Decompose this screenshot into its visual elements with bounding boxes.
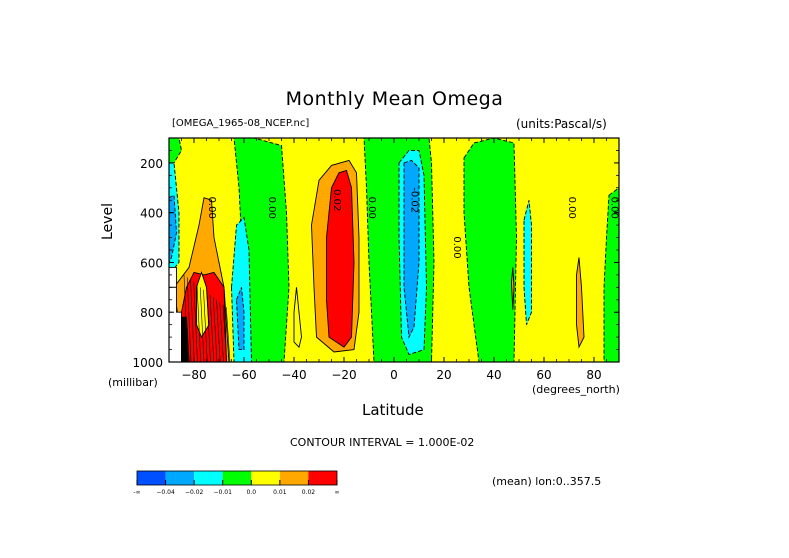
x-tick-label: 60 bbox=[536, 368, 551, 382]
x-tick-label: 20 bbox=[436, 368, 451, 382]
colorbar-tick-label: −0.01 bbox=[214, 489, 233, 496]
contour-region-3 bbox=[603, 187, 619, 362]
contour-label: 0.00 bbox=[451, 236, 462, 258]
y-tick-label: 800 bbox=[140, 306, 163, 320]
dense-contour-line bbox=[219, 302, 224, 362]
dense-contour-line bbox=[183, 274, 189, 362]
colorbar-swatch bbox=[194, 471, 223, 485]
contour-region-16 bbox=[576, 257, 585, 349]
chart-title: Monthly Mean Omega bbox=[285, 88, 504, 110]
x-tick-label: 40 bbox=[486, 368, 501, 382]
contour-label: 0.00 bbox=[609, 197, 620, 219]
dense-contour-line bbox=[206, 292, 211, 362]
contour-region-18 bbox=[326, 169, 355, 348]
contour-region-10 bbox=[169, 194, 177, 263]
contour-interval-label: CONTOUR INTERVAL = 1.000E-02 bbox=[290, 436, 475, 449]
contour-label: -0.02 bbox=[409, 187, 420, 213]
contour-region-11 bbox=[236, 287, 245, 351]
contour-region-4 bbox=[169, 138, 182, 164]
dense-contour-line bbox=[216, 299, 221, 362]
y-tick-label: 400 bbox=[140, 207, 163, 221]
colorbar-tick-label: -∞ bbox=[133, 489, 140, 496]
contour-label: 0.00 bbox=[566, 197, 577, 219]
colorbar-swatch bbox=[279, 471, 309, 485]
x-tick-label: 80 bbox=[586, 368, 601, 382]
contour-labels: 0.00 0.00 0.02 0.00 -0.02 0.00 0.00 0.00 bbox=[206, 187, 620, 258]
contour-region-2 bbox=[463, 138, 517, 362]
colorbar-tick-label: −0.02 bbox=[185, 489, 204, 496]
y-tick-label: 600 bbox=[140, 256, 163, 270]
contour-region-21 bbox=[169, 266, 177, 288]
dense-contour-line bbox=[203, 289, 208, 362]
dense-contour-line bbox=[193, 282, 198, 362]
x-tick-label: −40 bbox=[281, 368, 306, 382]
colorbar: -∞ −0.04 −0.02 −0.01 0.0 0.01 0.02 ∞ bbox=[133, 470, 340, 496]
colorbar-swatch bbox=[222, 471, 252, 485]
contour-region-19 bbox=[293, 287, 302, 348]
x-tick-label: −80 bbox=[181, 368, 206, 382]
contour-region-12 bbox=[403, 159, 420, 339]
colorbar-tick-label: 0.0 bbox=[247, 489, 257, 496]
colorbar-tick-label: 0.02 bbox=[302, 489, 316, 496]
contour-region-22 bbox=[169, 286, 182, 362]
file-label: [OMEGA_1965-08_NCEP.nc] bbox=[172, 118, 310, 129]
y-tick-label: 200 bbox=[140, 157, 163, 171]
colorbar-frame bbox=[136, 470, 338, 486]
dense-contour-line bbox=[225, 307, 231, 362]
mean-lon-label: (mean) lon:0..357.5 bbox=[492, 475, 602, 488]
contour-region-15 bbox=[511, 267, 515, 310]
dense-contour-line bbox=[212, 297, 218, 362]
dense-contour-line bbox=[190, 279, 195, 362]
contour-region-20 bbox=[196, 270, 210, 339]
x-tick-label: −20 bbox=[331, 368, 356, 382]
colorbar-swatch bbox=[251, 471, 280, 485]
colorbar-tick-label: ∞ bbox=[335, 489, 340, 496]
contour-label: 0.02 bbox=[331, 189, 342, 211]
dense-contour-line bbox=[222, 304, 228, 362]
axes: −80 −60 −40 −20 0 20 40 60 80 200 400 600 800 1000 bbox=[132, 137, 620, 382]
y-tick-label: 1000 bbox=[132, 356, 163, 370]
x-tick-label: −60 bbox=[231, 368, 256, 382]
dense-contour-line bbox=[209, 294, 215, 362]
colorbar-swatch bbox=[165, 471, 195, 485]
colorbar-tick-label: −0.04 bbox=[156, 489, 175, 496]
units-label: (units:Pascal/s) bbox=[516, 117, 607, 131]
contour-label: 0.00 bbox=[366, 197, 377, 219]
colorbar-swatch bbox=[308, 471, 337, 485]
contour-label: 0.00 bbox=[206, 197, 217, 219]
x-axis-units: (degrees_north) bbox=[532, 383, 620, 396]
dense-contour-line bbox=[186, 277, 192, 362]
colorbar-tick-label: 0.01 bbox=[273, 489, 287, 496]
y-axis-units: (millibar) bbox=[108, 376, 158, 389]
colorbar-swatch bbox=[137, 471, 166, 485]
dense-contour-line bbox=[199, 287, 205, 362]
plot-area bbox=[169, 138, 619, 362]
contour-label: 0.00 bbox=[266, 197, 277, 219]
x-axis-label: Latitude bbox=[362, 401, 424, 419]
contour-region-9 bbox=[523, 200, 532, 325]
dense-contour-line bbox=[196, 284, 202, 362]
x-tick-label: 0 bbox=[390, 368, 398, 382]
